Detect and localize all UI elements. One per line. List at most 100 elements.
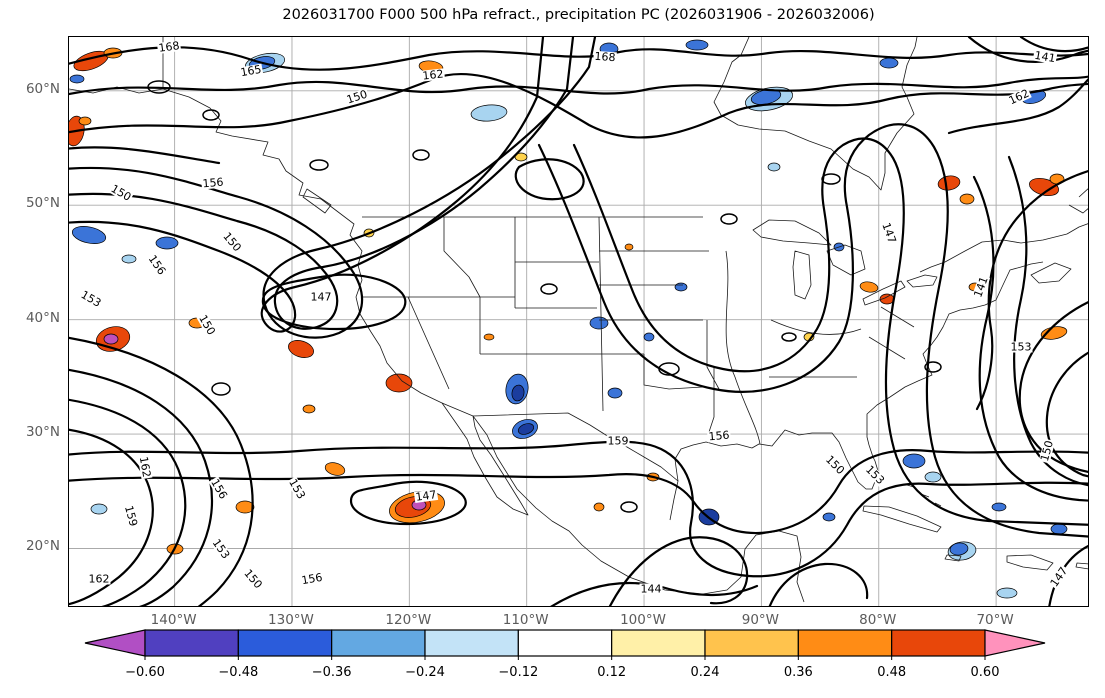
y-tick-label: 50°N <box>10 195 60 211</box>
pc-blob <box>997 588 1017 598</box>
pc-blob <box>104 334 118 344</box>
pc-blob <box>79 117 91 125</box>
pc-blob <box>675 283 687 291</box>
small-contour <box>621 502 637 512</box>
gulf-st-lawrence-shore <box>1067 223 1089 234</box>
pc-blob <box>590 317 608 329</box>
contour-label: 147 <box>310 292 333 303</box>
colorbar: −0.60−0.48−0.36−0.24−0.120.120.240.360.4… <box>0 624 1105 696</box>
y-tick-label: 20°N <box>10 538 60 554</box>
newfoundland-fragment <box>1069 187 1089 213</box>
pc-blob <box>925 472 941 482</box>
pc-blob <box>303 405 315 413</box>
mississippi-river <box>726 251 760 444</box>
colorbar-tick-label: −0.36 <box>312 665 352 680</box>
lake-ontario <box>907 275 937 287</box>
lake-michigan <box>793 251 811 299</box>
colorbar-segment <box>238 630 331 656</box>
small-contour <box>413 150 429 160</box>
contour-label: 156 <box>707 430 731 443</box>
contour-line <box>69 74 1089 137</box>
pc-blob <box>903 454 925 468</box>
contour-label: 156 <box>201 177 225 190</box>
chart-title: 2026031700 F000 500 hPa refract., precip… <box>68 7 1089 23</box>
contour-label: 162 <box>88 574 111 585</box>
nova-scotia <box>1031 263 1071 283</box>
small-contour <box>782 333 796 341</box>
us-mexico-border <box>442 403 678 481</box>
colorbar-tick-label: 0.12 <box>597 665 626 680</box>
small-contour <box>541 284 557 294</box>
pc-blob <box>70 75 84 83</box>
refractivity-contours <box>69 37 1089 607</box>
pc-blob <box>823 513 835 521</box>
pc-blob <box>625 244 633 250</box>
lake-huron <box>827 245 865 275</box>
map-plot: 1681651501621681411621561501531561501471… <box>68 36 1089 607</box>
pc-blob <box>937 174 961 192</box>
contour-line <box>69 337 253 607</box>
colorbar-tick-label: −0.48 <box>218 665 258 680</box>
small-contour <box>721 214 737 224</box>
colorbar-tick-label: 0.36 <box>784 665 813 680</box>
pc-blob <box>91 504 107 514</box>
contour-label: 147 <box>414 489 438 503</box>
contour-line <box>1021 37 1089 51</box>
figure: 2026031700 F000 500 hPa refract., precip… <box>0 0 1105 698</box>
pc-blob <box>324 461 346 478</box>
contour-label: 162 <box>138 455 153 480</box>
contour-label: 141 <box>1033 50 1058 65</box>
vancouver-island <box>303 189 331 213</box>
pc-blob <box>880 58 898 68</box>
pc-blob <box>608 388 622 398</box>
hispaniola <box>1007 555 1053 570</box>
y-tick-label: 40°N <box>10 310 60 326</box>
small-contour <box>310 160 328 170</box>
pc-blob <box>286 337 316 360</box>
colorbar-extend-low <box>85 630 145 656</box>
contour-line <box>769 564 867 607</box>
small-contour <box>203 110 219 120</box>
contour-line <box>516 159 584 199</box>
colorbar-segment <box>332 630 425 656</box>
pc-blob <box>1040 325 1068 341</box>
map-canvas <box>69 37 1089 607</box>
colorbar-segment <box>425 630 518 656</box>
colorbar-segment <box>145 630 238 656</box>
gridlines <box>69 37 1089 607</box>
pc-blob <box>768 163 780 171</box>
puerto-rico <box>1076 563 1089 569</box>
colorbar-tick-label: −0.12 <box>498 665 538 680</box>
pc-blob <box>644 333 654 341</box>
pc-blob <box>594 503 604 511</box>
contour-line <box>69 75 1089 95</box>
colorbar-tick-label: 0.60 <box>971 665 1000 680</box>
contour-label: 162 <box>421 68 445 81</box>
pc-blob <box>960 194 974 204</box>
pc-blob <box>156 237 178 249</box>
lake-superior <box>753 220 831 245</box>
pc-blob <box>71 224 108 247</box>
colorbar-segment <box>798 630 891 656</box>
contour-label: 153 <box>1010 342 1033 353</box>
pc-blob <box>122 255 136 263</box>
contour-line <box>69 147 219 163</box>
precipitation-pc-shading <box>69 40 1068 598</box>
cuba <box>863 506 941 532</box>
colorbar-segment <box>518 630 611 656</box>
colorbar-extend-high <box>985 630 1045 656</box>
pc-blob <box>470 103 507 122</box>
colorbar-segment <box>705 630 798 656</box>
colorbar-tick-label: −0.24 <box>405 665 445 680</box>
colorbar-tick-label: −0.60 <box>125 665 165 680</box>
small-contour <box>822 174 840 184</box>
contour-line <box>69 399 185 607</box>
pc-blob <box>859 281 878 294</box>
contour-label: 168 <box>157 40 181 54</box>
contour-label: 159 <box>607 436 630 447</box>
small-contour <box>212 383 230 395</box>
colorbar-tick-label: 0.48 <box>877 665 906 680</box>
pc-blob <box>686 40 708 50</box>
pc-blob <box>484 334 494 340</box>
colorbar-segment <box>612 630 705 656</box>
